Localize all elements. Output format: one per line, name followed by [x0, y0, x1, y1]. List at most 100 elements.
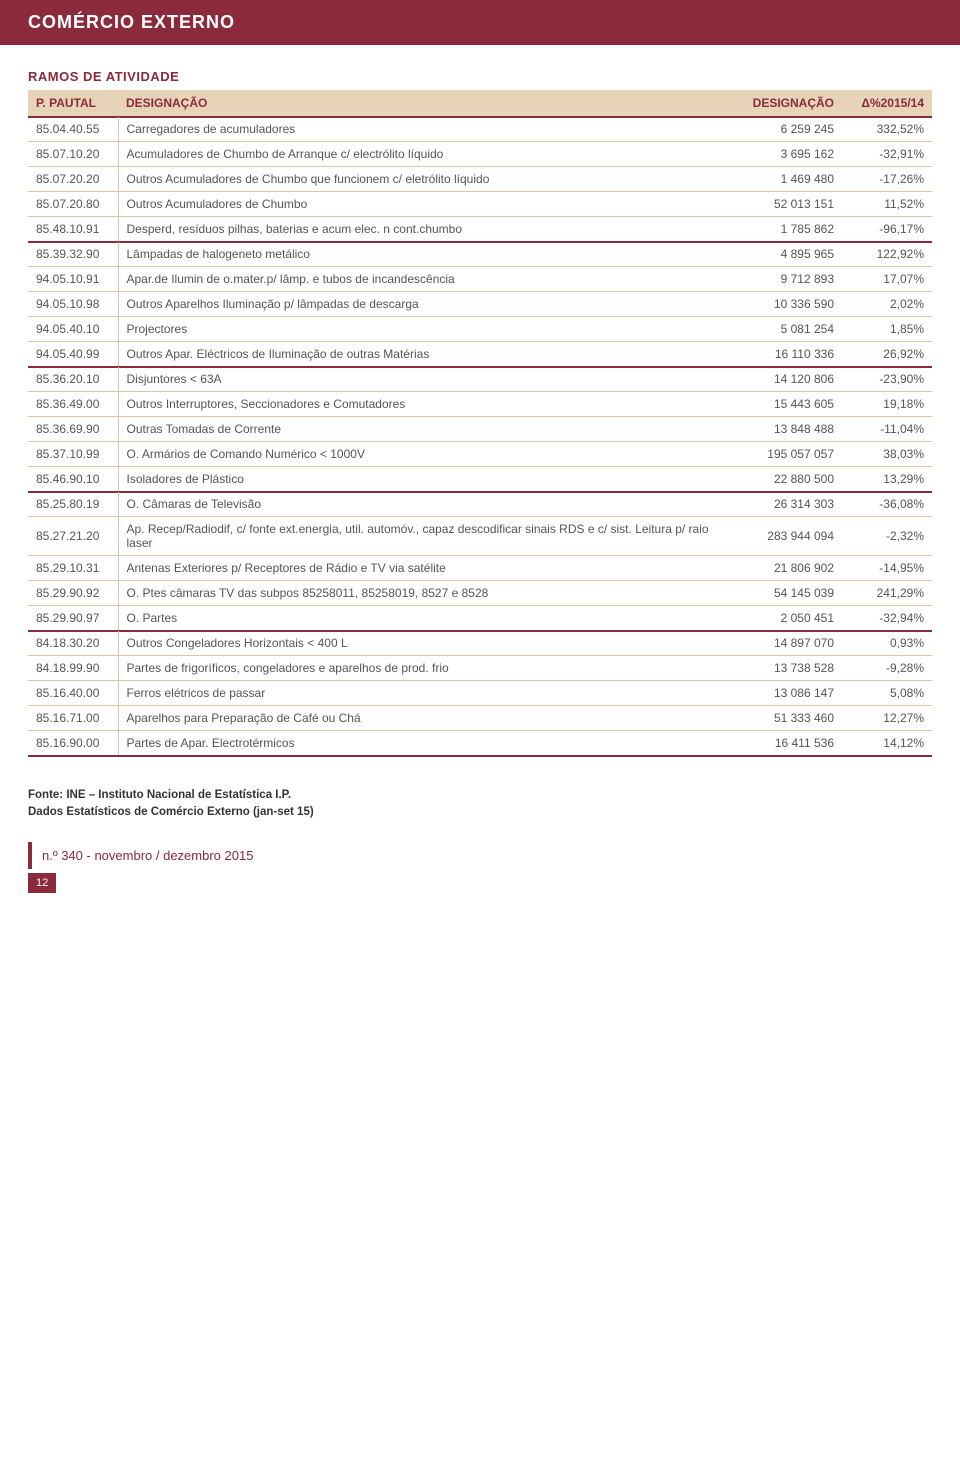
cell-value: 16 411 536: [722, 731, 842, 757]
cell-code: 85.29.10.31: [28, 556, 118, 581]
cell-delta: -32,94%: [842, 606, 932, 632]
issue-text: n.º 340 - novembro / dezembro 2015: [42, 848, 253, 863]
cell-delta: 14,12%: [842, 731, 932, 757]
cell-value: 26 314 303: [722, 492, 842, 517]
page-header: COMÉRCIO EXTERNO: [0, 0, 960, 45]
cell-desc: Lâmpadas de halogeneto metálico: [118, 242, 722, 267]
footer-line1: Fonte: INE – Instituto Nacional de Estat…: [28, 787, 932, 804]
cell-code: 85.25.80.19: [28, 492, 118, 517]
cell-desc: Partes de Apar. Electrotérmicos: [118, 731, 722, 757]
table-row: 85.36.20.10Disjuntores < 63A14 120 806-2…: [28, 367, 932, 392]
cell-desc: Outros Congeladores Horizontais < 400 L: [118, 631, 722, 656]
cell-value: 54 145 039: [722, 581, 842, 606]
table-row: 94.05.10.91Apar.de Ilumin de o.mater.p/ …: [28, 267, 932, 292]
cell-desc: Projectores: [118, 317, 722, 342]
cell-value: 283 944 094: [722, 517, 842, 556]
page-title: COMÉRCIO EXTERNO: [28, 12, 235, 32]
cell-value: 1 785 862: [722, 217, 842, 243]
cell-delta: 12,27%: [842, 706, 932, 731]
cell-desc: Outros Apar. Eléctricos de Iluminação de…: [118, 342, 722, 368]
table-row: 85.16.90.00Partes de Apar. Electrotérmic…: [28, 731, 932, 757]
cell-delta: 38,03%: [842, 442, 932, 467]
cell-delta: -14,95%: [842, 556, 932, 581]
cell-delta: -17,26%: [842, 167, 932, 192]
col-val: DESIGNAÇÃO: [722, 90, 842, 117]
cell-code: 94.05.40.99: [28, 342, 118, 368]
cell-value: 51 333 460: [722, 706, 842, 731]
table-row: 85.16.40.00Ferros elétricos de passar13 …: [28, 681, 932, 706]
cell-code: 85.29.90.92: [28, 581, 118, 606]
cell-delta: 0,93%: [842, 631, 932, 656]
footer-note: Fonte: INE – Instituto Nacional de Estat…: [28, 787, 932, 822]
cell-code: 85.36.69.90: [28, 417, 118, 442]
cell-value: 9 712 893: [722, 267, 842, 292]
cell-code: 85.37.10.99: [28, 442, 118, 467]
cell-value: 2 050 451: [722, 606, 842, 632]
table-row: 85.27.21.20Ap. Recep/Radiodif, c/ fonte …: [28, 517, 932, 556]
cell-desc: Outros Interruptores, Seccionadores e Co…: [118, 392, 722, 417]
cell-delta: 19,18%: [842, 392, 932, 417]
cell-value: 13 086 147: [722, 681, 842, 706]
table-row: 85.29.10.31Antenas Exteriores p/ Recepto…: [28, 556, 932, 581]
table-row: 84.18.30.20Outros Congeladores Horizonta…: [28, 631, 932, 656]
cell-delta: 1,85%: [842, 317, 932, 342]
cell-delta: 5,08%: [842, 681, 932, 706]
cell-value: 1 469 480: [722, 167, 842, 192]
cell-desc: Outros Aparelhos Iluminação p/ lâmpadas …: [118, 292, 722, 317]
cell-code: 94.05.10.91: [28, 267, 118, 292]
page-number: 12: [28, 873, 56, 893]
cell-value: 22 880 500: [722, 467, 842, 493]
cell-value: 13 738 528: [722, 656, 842, 681]
cell-code: 85.27.21.20: [28, 517, 118, 556]
footer-line2: Dados Estatísticos de Comércio Externo (…: [28, 804, 932, 821]
cell-delta: 11,52%: [842, 192, 932, 217]
cell-code: 85.29.90.97: [28, 606, 118, 632]
table-row: 85.04.40.55Carregadores de acumuladores6…: [28, 117, 932, 142]
table-row: 85.07.20.80Outros Acumuladores de Chumbo…: [28, 192, 932, 217]
cell-delta: -36,08%: [842, 492, 932, 517]
cell-delta: -9,28%: [842, 656, 932, 681]
cell-value: 14 897 070: [722, 631, 842, 656]
cell-delta: -23,90%: [842, 367, 932, 392]
cell-desc: Acumuladores de Chumbo de Arranque c/ el…: [118, 142, 722, 167]
cell-desc: Desperd, resíduos pilhas, baterias e acu…: [118, 217, 722, 243]
table-row: 85.25.80.19O. Câmaras de Televisão26 314…: [28, 492, 932, 517]
issue-bar: n.º 340 - novembro / dezembro 2015: [28, 842, 932, 869]
cell-code: 85.04.40.55: [28, 117, 118, 142]
cell-value: 5 081 254: [722, 317, 842, 342]
table-row: 85.36.49.00Outros Interruptores, Seccion…: [28, 392, 932, 417]
cell-delta: 17,07%: [842, 267, 932, 292]
cell-value: 16 110 336: [722, 342, 842, 368]
table-row: 85.37.10.99O. Armários de Comando Numéri…: [28, 442, 932, 467]
cell-code: 85.36.20.10: [28, 367, 118, 392]
cell-desc: Outros Acumuladores de Chumbo que funcio…: [118, 167, 722, 192]
cell-code: 84.18.99.90: [28, 656, 118, 681]
cell-code: 85.46.90.10: [28, 467, 118, 493]
cell-value: 4 895 965: [722, 242, 842, 267]
cell-code: 85.16.71.00: [28, 706, 118, 731]
table-row: 84.18.99.90Partes de frigoríficos, conge…: [28, 656, 932, 681]
cell-code: 85.48.10.91: [28, 217, 118, 243]
cell-delta: 332,52%: [842, 117, 932, 142]
cell-code: 94.05.10.98: [28, 292, 118, 317]
cell-value: 13 848 488: [722, 417, 842, 442]
cell-desc: Apar.de Ilumin de o.mater.p/ lâmp. e tub…: [118, 267, 722, 292]
cell-delta: -11,04%: [842, 417, 932, 442]
cell-value: 14 120 806: [722, 367, 842, 392]
col-desc: DESIGNAÇÃO: [118, 90, 722, 117]
cell-delta: -32,91%: [842, 142, 932, 167]
table-row: 85.36.69.90Outras Tomadas de Corrente13 …: [28, 417, 932, 442]
cell-delta: -96,17%: [842, 217, 932, 243]
cell-code: 94.05.40.10: [28, 317, 118, 342]
cell-value: 10 336 590: [722, 292, 842, 317]
cell-desc: Ferros elétricos de passar: [118, 681, 722, 706]
cell-delta: 241,29%: [842, 581, 932, 606]
cell-value: 15 443 605: [722, 392, 842, 417]
data-table: P. PAUTAL DESIGNAÇÃO DESIGNAÇÃO Δ%2015/1…: [28, 90, 932, 757]
table-row: 94.05.40.99Outros Apar. Eléctricos de Il…: [28, 342, 932, 368]
cell-code: 84.18.30.20: [28, 631, 118, 656]
cell-value: 195 057 057: [722, 442, 842, 467]
table-row: 85.46.90.10Isoladores de Plástico22 880 …: [28, 467, 932, 493]
table-row: 94.05.40.10Projectores5 081 2541,85%: [28, 317, 932, 342]
table-row: 85.16.71.00Aparelhos para Preparação de …: [28, 706, 932, 731]
